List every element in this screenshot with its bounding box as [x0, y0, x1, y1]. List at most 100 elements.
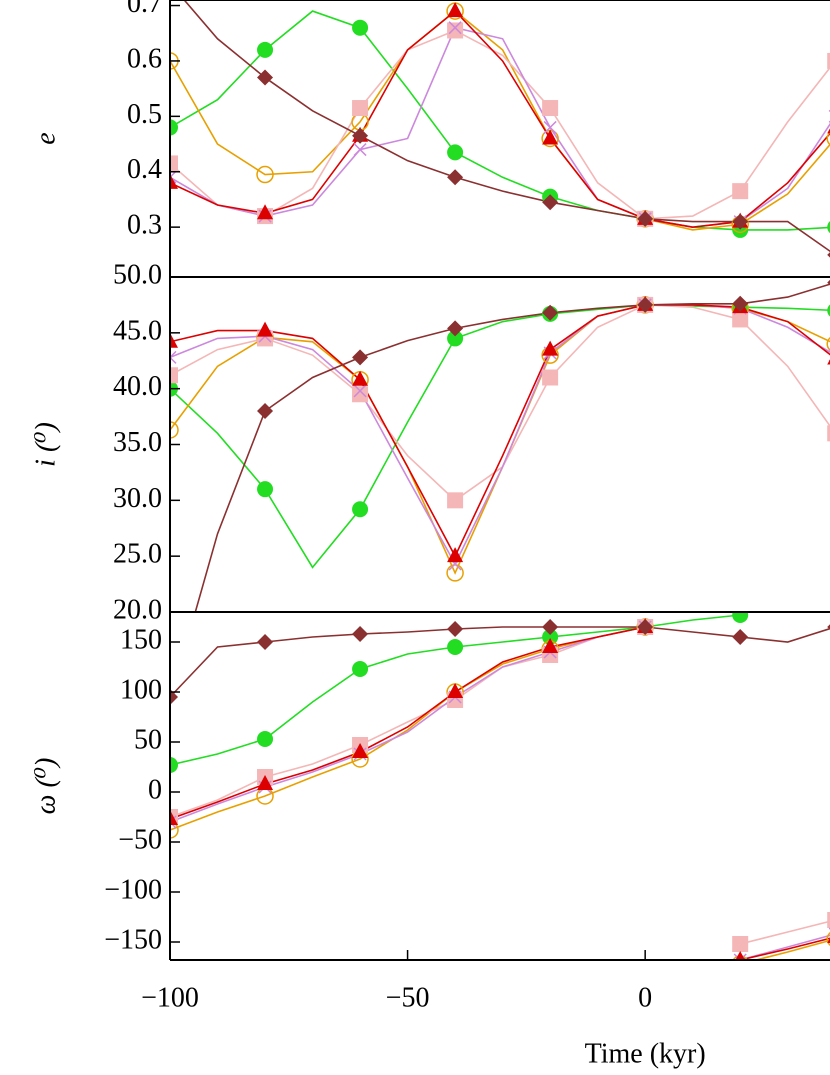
marker — [827, 624, 830, 630]
marker — [257, 41, 274, 58]
marker — [257, 321, 274, 337]
y-axis-title: i (⁰) — [30, 422, 61, 467]
marker — [827, 937, 830, 943]
marker — [170, 421, 179, 439]
marker — [732, 936, 749, 952]
y-tick-label: −100 — [104, 874, 162, 905]
y-tick-label: 0.6 — [127, 43, 162, 74]
marker — [170, 757, 178, 773]
marker — [352, 19, 369, 36]
marker — [447, 621, 464, 637]
marker — [352, 349, 369, 366]
marker — [543, 120, 557, 134]
y-tick-label: 100 — [120, 674, 162, 705]
marker — [827, 252, 830, 258]
marker — [827, 128, 830, 134]
y-tick-label: 45.0 — [113, 315, 162, 346]
marker — [170, 810, 178, 825]
marker — [352, 626, 369, 642]
marker — [827, 52, 830, 69]
marker — [732, 629, 749, 645]
marker — [732, 311, 749, 328]
series-line — [170, 626, 830, 698]
marker — [170, 350, 177, 364]
series-line — [170, 626, 830, 960]
marker — [352, 743, 369, 758]
series-line — [170, 10, 830, 231]
marker — [827, 221, 830, 234]
marker — [170, 821, 179, 839]
marker — [257, 403, 274, 419]
marker — [448, 21, 462, 35]
marker — [447, 492, 464, 509]
marker — [637, 619, 654, 635]
series-line — [170, 626, 830, 960]
marker — [542, 129, 559, 145]
marker — [352, 661, 369, 677]
marker — [542, 369, 559, 386]
y-tick-label: 50.0 — [113, 259, 162, 290]
marker — [170, 367, 178, 384]
x-tick-label: 0 — [638, 982, 652, 1013]
marker — [826, 131, 830, 146]
marker — [637, 296, 654, 313]
marker — [256, 165, 274, 184]
y-tick-label: 0.4 — [127, 154, 162, 185]
marker — [170, 170, 177, 184]
series-line — [170, 29, 830, 220]
series-line — [194, 283, 830, 612]
y-tick-label: −150 — [104, 924, 162, 955]
y-tick-label: 30.0 — [113, 483, 162, 514]
y-tick-label: 0.7 — [127, 0, 162, 19]
marker — [732, 213, 749, 230]
marker — [826, 336, 830, 352]
marker — [542, 619, 559, 635]
marker — [732, 612, 749, 623]
series-line — [170, 9, 830, 228]
marker — [447, 547, 464, 563]
marker — [257, 481, 274, 498]
plot-area — [170, 612, 830, 960]
y-tick-label: 0 — [148, 774, 162, 805]
marker — [447, 320, 464, 337]
marker — [257, 731, 274, 747]
x-tick-label: −50 — [386, 982, 430, 1013]
marker — [447, 330, 464, 347]
marker — [170, 119, 178, 136]
marker — [827, 359, 830, 365]
marker — [447, 639, 464, 655]
marker — [353, 143, 367, 157]
series-line — [183, 0, 830, 253]
marker — [257, 204, 274, 220]
marker — [732, 183, 749, 200]
marker — [827, 425, 830, 442]
y-tick-label: 20.0 — [113, 594, 162, 625]
marker — [447, 169, 464, 186]
marker — [542, 629, 559, 645]
marker — [352, 100, 369, 117]
y-tick-label: 150 — [120, 624, 162, 655]
marker — [352, 370, 369, 386]
x-tick-label: −100 — [141, 982, 199, 1013]
marker — [170, 689, 178, 705]
marker — [826, 931, 830, 947]
series-line — [170, 626, 830, 960]
marker — [352, 127, 369, 144]
y-tick-label: 50 — [134, 724, 162, 755]
marker — [733, 953, 747, 960]
y-axis-title: ω (⁰) — [30, 758, 61, 815]
marker — [542, 304, 559, 321]
marker — [352, 501, 369, 518]
y-tick-label: 0.5 — [127, 99, 162, 130]
marker — [447, 144, 464, 161]
marker — [170, 332, 178, 348]
marker — [447, 683, 464, 698]
series-line — [170, 626, 830, 945]
plot-area — [170, 279, 830, 612]
y-tick-label: −50 — [118, 824, 162, 855]
marker — [542, 100, 559, 117]
y-tick-label: 40.0 — [113, 371, 162, 402]
series-line — [170, 10, 830, 231]
